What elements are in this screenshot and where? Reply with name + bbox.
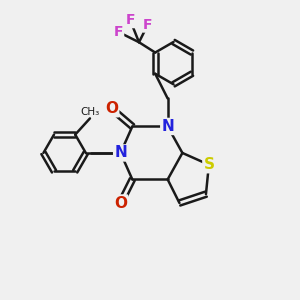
Text: N: N [114,146,127,160]
Text: O: O [105,101,118,116]
Text: CH₃: CH₃ [80,107,100,117]
Text: F: F [114,25,123,39]
Text: F: F [125,13,135,27]
Text: O: O [114,196,127,211]
Text: F: F [143,18,153,32]
Text: S: S [203,157,214,172]
Text: N: N [161,119,174,134]
